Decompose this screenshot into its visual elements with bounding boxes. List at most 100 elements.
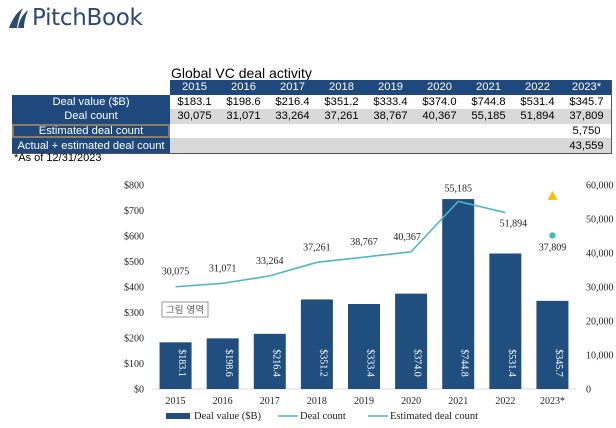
y-right-tick-label: 50,000 [586, 215, 614, 226]
x-tick-label: 2019 [354, 396, 374, 407]
bar-data-label: $333.4 [365, 349, 376, 377]
bar-data-label: $198.6 [223, 349, 234, 377]
deal-count-data-label: 30,075 [162, 267, 190, 278]
value-cell [219, 123, 268, 139]
x-tick-label: 2018 [307, 396, 327, 407]
deal-count-data-label: 40,367 [393, 232, 421, 243]
bar-data-label: $531.4 [506, 349, 517, 377]
estimated-deal-count-marker [549, 232, 556, 239]
x-tick-label: 2016 [213, 396, 233, 407]
value-cell [513, 123, 562, 139]
deal-count-data-label: 37,261 [303, 242, 331, 253]
deal-count-data-label: 55,185 [444, 183, 472, 194]
value-cell: 51,894 [513, 109, 562, 124]
value-cell: 55,185 [464, 109, 513, 124]
y-left-tick-label: $0 [134, 385, 144, 396]
table-row: Deal count 30,075 31,071 33,264 37,261 38,767… [12, 109, 612, 124]
legend-swatch-deal-value [166, 413, 190, 419]
row-label-cell: Deal value ($B) [12, 94, 170, 110]
year-header-cell: 2016 [219, 80, 268, 95]
value-cell [513, 138, 562, 154]
value-cell: $183.1 [170, 94, 219, 110]
actual-plus-estimated-marker [547, 190, 558, 200]
deal-value-bar [159, 342, 192, 389]
bar-data-label: $345.7 [553, 349, 564, 377]
y-left-tick-label: $100 [124, 359, 144, 370]
value-cell: 40,367 [415, 109, 464, 124]
deal-value-bar [536, 300, 569, 389]
value-cell [366, 123, 415, 139]
row-label-cell: Actual + estimated deal count [12, 138, 170, 154]
year-header-cell: 2020 [415, 80, 464, 95]
deal-value-bar [348, 303, 380, 389]
deal-count-data-label: 31,071 [209, 263, 237, 274]
y-right-tick-label: 20,000 [586, 317, 614, 328]
y-left-tick-label: $600 [124, 232, 144, 243]
value-cell: 38,767 [366, 109, 415, 124]
deal-value-bar [300, 299, 333, 389]
value-cell [366, 138, 415, 154]
row-label-cell: Estimated deal count [12, 123, 170, 139]
value-cell [464, 123, 513, 139]
table-header-row: 2015 2016 2017 2018 2019 2020 2021 2022 2023* [12, 80, 612, 95]
bar-data-label: $183.1 [176, 349, 187, 377]
year-header-cell: 2019 [366, 80, 415, 95]
value-cell: 43,559 [562, 138, 612, 154]
table-corner-cell [12, 80, 170, 95]
deal-count-data-label: 33,264 [256, 256, 284, 267]
y-right-tick-label: 10,000 [586, 351, 614, 362]
deal-count-data-label: 51,894 [500, 219, 528, 230]
row-label-cell: Deal count [12, 109, 170, 124]
bar-data-label: $744.8 [459, 349, 470, 377]
year-header-cell: 2022 [513, 80, 562, 95]
logo-text: PitchBook [32, 5, 143, 31]
x-tick-label: 2020 [401, 396, 421, 407]
value-cell [268, 138, 317, 154]
table-row: Actual + estimated deal count 43,559 [12, 138, 612, 154]
value-cell: $531.4 [513, 94, 562, 110]
value-cell [464, 138, 513, 154]
value-cell [219, 138, 268, 154]
x-tick-label: 2023* [540, 396, 565, 407]
value-cell [317, 138, 366, 154]
deal-value-bar [206, 338, 239, 389]
value-cell [268, 123, 317, 139]
deal-value-bar [253, 333, 286, 389]
x-tick-label: 2017 [260, 396, 280, 407]
estimated-deal-count-label: 37,809 [539, 242, 567, 253]
deal-value-bar [489, 253, 522, 389]
value-cell: 5,750 [562, 123, 612, 139]
value-cell: $198.6 [219, 94, 268, 110]
value-cell: 33,264 [268, 109, 317, 124]
legend-label-deal-count: Deal count [300, 411, 346, 422]
deal-count-data-label: 38,767 [350, 237, 378, 248]
value-cell: 37,809 [562, 109, 612, 124]
plot-area-annotation-box [161, 301, 209, 318]
year-header-cell: 2021 [464, 80, 513, 95]
value-cell: $374.0 [415, 94, 464, 110]
pitchbook-logo: PitchBook [6, 3, 143, 33]
deal-count-line [175, 200, 506, 288]
y-left-tick-label: $700 [124, 206, 144, 217]
legend-label-estimated-deal-count: Estimated deal count [390, 411, 478, 422]
value-cell [170, 123, 219, 139]
legend-label-deal-value: Deal value ($B) [194, 411, 262, 422]
value-cell: $351.2 [317, 94, 366, 110]
y-right-tick-label: 30,000 [586, 283, 614, 294]
footnote: *As of 12/31/2023 [14, 152, 102, 164]
y-left-tick-label: $300 [124, 308, 144, 319]
y-right-tick-label: 40,000 [586, 249, 614, 260]
value-cell: $744.8 [464, 94, 513, 110]
y-left-tick-label: $400 [124, 283, 144, 294]
value-cell: $216.4 [268, 94, 317, 110]
value-cell: 31,071 [219, 109, 268, 124]
y-right-tick-label: 60,000 [586, 181, 614, 192]
x-tick-label: 2021 [448, 396, 468, 407]
table-row: Estimated deal count 5,750 [12, 123, 612, 139]
deal-activity-table: 2015 2016 2017 2018 2019 2020 2021 2022 2023* Dea… [12, 80, 612, 154]
year-header-cell: 2017 [268, 80, 317, 95]
y-left-tick-label: $800 [124, 181, 144, 192]
value-cell [415, 138, 464, 154]
year-header-cell: 2015 [170, 80, 219, 95]
